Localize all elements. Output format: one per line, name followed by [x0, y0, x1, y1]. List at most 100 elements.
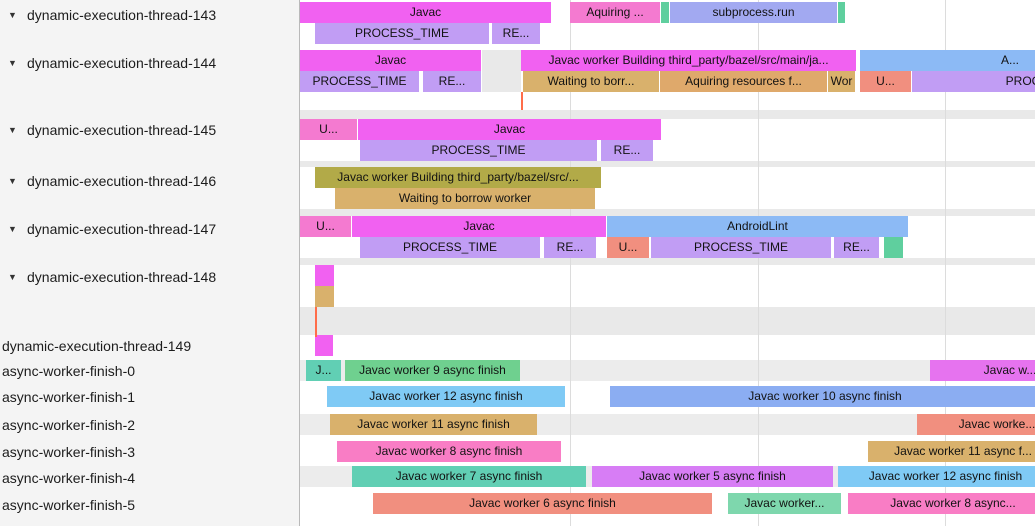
slice-label: Javac worker 11 async finish	[357, 417, 510, 431]
collapse-triangle-icon[interactable]: ▼	[8, 271, 17, 282]
timeline-slice[interactable]: Waiting to borr...	[523, 71, 659, 92]
track-background-band	[300, 258, 1035, 265]
timeline-slice[interactable]: Javac w...	[930, 360, 1035, 381]
timeline-slice[interactable]	[315, 265, 334, 286]
track-row-async-worker-finish-1[interactable]: async-worker-finish-1	[0, 386, 299, 407]
track-row-async-worker-finish-3[interactable]: async-worker-finish-3	[0, 441, 299, 462]
timeline-slice[interactable]: Javac worker 12 async finish	[327, 386, 565, 407]
track-row-dynamic-execution-thread-144[interactable]: ▼ dynamic-execution-thread-144	[0, 52, 299, 73]
timeline-slice[interactable]	[315, 286, 334, 307]
slice-label: U...	[319, 122, 338, 136]
track-row-async-worker-finish-5[interactable]: async-worker-finish-5	[0, 494, 299, 515]
timeline-slice[interactable]: RE...	[544, 237, 596, 258]
timeline-slice[interactable]: Javac worker Building third_party/bazel/…	[521, 50, 856, 71]
timeline-slice[interactable]	[838, 2, 845, 23]
slice-label: RE...	[556, 240, 584, 254]
timeline-slice[interactable]: Wor	[828, 71, 855, 92]
slice-label: PROCESS_TIME	[693, 240, 789, 254]
timeline-slice[interactable]: Javac worker 9 async finish	[345, 360, 520, 381]
track-row-dynamic-execution-thread-148[interactable]: ▼ dynamic-execution-thread-148	[0, 266, 299, 287]
timeline-slice[interactable]: subprocess.run	[670, 2, 837, 23]
timeline-slice[interactable]: RE...	[834, 237, 879, 258]
track-background-band	[300, 110, 1035, 119]
timeline-slice[interactable]: Aquiring ...	[570, 2, 660, 23]
timeline-slice[interactable]: Javac	[352, 216, 606, 237]
slice-label: U...	[876, 74, 895, 88]
collapse-triangle-icon[interactable]: ▼	[8, 9, 17, 20]
track-name-label: async-worker-finish-3	[2, 443, 136, 460]
timeline-slice[interactable]: Javac worker 6 async finish	[373, 493, 712, 514]
timeline-slice[interactable]: Javac worker 8 async...	[848, 493, 1035, 514]
timeline-slice[interactable]: PROCESS_TIME	[651, 237, 831, 258]
timeline-slice[interactable]: U...	[607, 237, 649, 258]
timeline-slice[interactable]: Waiting to borrow worker	[335, 188, 595, 209]
slice-label: Javac worker Building third_party/bazel/…	[337, 170, 579, 184]
timeline-gridline	[758, 0, 759, 526]
instant-event-tick[interactable]	[521, 92, 523, 110]
collapse-triangle-icon[interactable]: ▼	[8, 223, 17, 234]
instant-event-tick[interactable]	[315, 307, 317, 337]
slice-label: Javac	[374, 53, 407, 67]
timeline-slice[interactable]: PROCESS_TIME	[315, 23, 489, 44]
slice-label: PROCESS_TIME	[431, 143, 526, 157]
track-row-dynamic-execution-thread-149[interactable]: dynamic-execution-thread-149	[0, 335, 299, 356]
slice-label: PROCESS_TIME	[402, 240, 498, 254]
timeline-slice[interactable]: PROCESS_TIME	[360, 140, 597, 161]
timeline-slice[interactable]: Javac	[358, 119, 661, 140]
timeline-slice[interactable]: Javac worker 8 async finish	[337, 441, 561, 462]
timeline-slice[interactable]: Javac worker Building third_party/bazel/…	[315, 167, 601, 188]
timeline-slice[interactable]: Javac worker 11 async f...	[868, 441, 1035, 462]
timeline-slice[interactable]: U...	[300, 216, 351, 237]
timeline-slice[interactable]: Javac	[300, 50, 481, 71]
slice-label: Javac worker 8 async finish	[375, 444, 523, 458]
timeline-slice[interactable]: J...	[306, 360, 341, 381]
slice-label: U...	[618, 240, 638, 254]
slice-label: PROCE...	[1005, 74, 1035, 88]
slice-label: RE...	[502, 26, 530, 40]
timeline-slice[interactable]: Javac worker...	[728, 493, 841, 514]
track-row-async-worker-finish-4[interactable]: async-worker-finish-4	[0, 467, 299, 488]
timeline-slice[interactable]: PROCESS_TIME	[300, 71, 419, 92]
slice-label: Waiting to borrow worker	[398, 191, 532, 205]
timeline-slice[interactable]: Javac worker 12 async finish	[838, 466, 1035, 487]
timeline-slice[interactable]: AndroidLint	[607, 216, 908, 237]
track-row-dynamic-execution-thread-146[interactable]: ▼ dynamic-execution-thread-146	[0, 170, 299, 191]
timeline-slice[interactable]	[661, 2, 669, 23]
track-row-async-worker-finish-2[interactable]: async-worker-finish-2	[0, 414, 299, 435]
slice-label: PROCESS_TIME	[312, 74, 407, 88]
timeline-slice[interactable]: Javac worker 7 async finish	[352, 466, 586, 487]
timeline-slice[interactable]: U...	[860, 71, 911, 92]
timeline-slice[interactable]: Javac worke...	[917, 414, 1035, 435]
slice-label: Javac worker...	[744, 496, 825, 510]
timeline-slice[interactable]: Javac worker 5 async finish	[592, 466, 833, 487]
slice-label: Javac worker 9 async finish	[359, 363, 506, 377]
timeline-slice[interactable]: PROCE...	[912, 71, 1035, 92]
slice-label: Aquiring resources f...	[685, 74, 802, 88]
timeline-slice[interactable]: U...	[300, 119, 357, 140]
slice-label: Waiting to borr...	[547, 74, 635, 88]
timeline-slice[interactable]: RE...	[423, 71, 481, 92]
track-name-label: dynamic-execution-thread-149	[2, 337, 192, 354]
timeline-slice[interactable]: Javac	[300, 2, 551, 23]
timeline-slice[interactable]	[884, 237, 903, 258]
track-row-dynamic-execution-thread-143[interactable]: ▼ dynamic-execution-thread-143	[0, 4, 299, 25]
track-background-band	[482, 50, 521, 92]
slice-label: Javac worke...	[958, 417, 1035, 431]
collapse-triangle-icon[interactable]: ▼	[8, 124, 17, 135]
timeline-gridline	[945, 0, 946, 526]
timeline-slice[interactable]: PROCESS_TIME	[360, 237, 540, 258]
timeline-slice[interactable]: Javac worker 11 async finish	[330, 414, 537, 435]
timeline-slice[interactable]: RE...	[492, 23, 540, 44]
collapse-triangle-icon[interactable]: ▼	[8, 175, 17, 186]
timeline-slice[interactable]: A...	[860, 50, 1035, 71]
track-row-async-worker-finish-0[interactable]: async-worker-finish-0	[0, 360, 299, 381]
collapse-triangle-icon[interactable]: ▼	[8, 57, 17, 68]
track-row-dynamic-execution-thread-147[interactable]: ▼ dynamic-execution-thread-147	[0, 218, 299, 239]
timeline-slice[interactable]: RE...	[601, 140, 653, 161]
timeline-slice[interactable]: Javac worker 10 async finish	[610, 386, 1035, 407]
timeline-slice[interactable]: Aquiring resources f...	[660, 71, 827, 92]
slice-label: Javac worker 11 async f...	[894, 444, 1032, 458]
timeline-slice[interactable]	[315, 335, 333, 356]
track-row-dynamic-execution-thread-145[interactable]: ▼ dynamic-execution-thread-145	[0, 119, 299, 140]
